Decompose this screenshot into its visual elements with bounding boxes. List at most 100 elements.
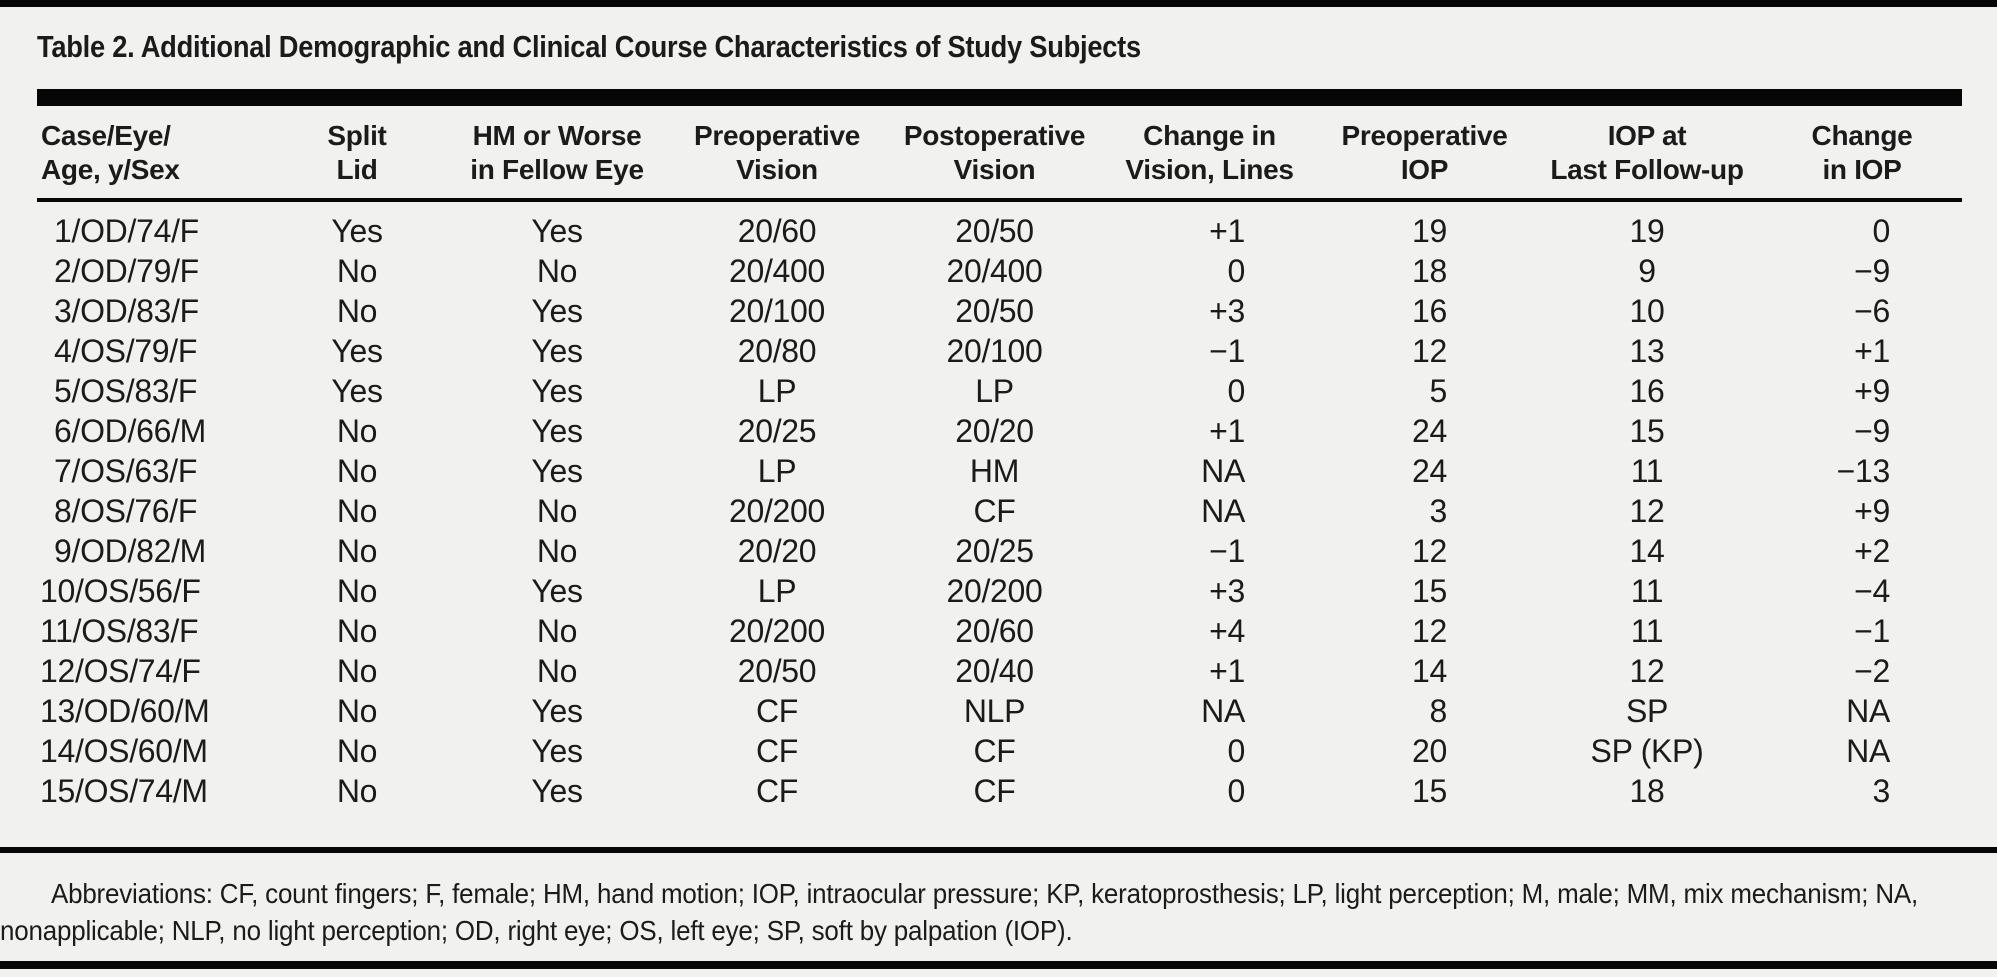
cell-change-in-iop: −9 xyxy=(1854,253,1890,289)
table-footnote: Abbreviations: CF, count fingers; F, fem… xyxy=(0,878,1919,946)
cell-case-eye-age-sex: 10/OS/56/F xyxy=(40,573,201,609)
cell-preoperative-vision: 20/400 xyxy=(728,253,826,289)
cell-split-lid: No xyxy=(336,413,378,449)
cell-postoperative-vision: CF xyxy=(973,733,1016,769)
cell-iop-at-last-follow-up: 13 xyxy=(1629,333,1665,369)
cell-change-in-vision-lines: NA xyxy=(1201,493,1245,529)
column-header-change-in-iop: Change in IOP xyxy=(1762,97,1962,202)
cell-postoperative-vision: 20/400 xyxy=(946,253,1043,289)
data-table: Case/Eye/ Age, y/Sex Split Lid HM or Worse… xyxy=(37,89,1962,811)
table-row: 10/OS/56/F No Yes LP 20/200 +3 15 11 −4 xyxy=(37,571,1962,611)
column-header-split-lid: Split Lid xyxy=(267,97,447,202)
cell-hm-or-worse-fellow-eye: Yes xyxy=(531,213,583,249)
cell-iop-at-last-follow-up: 9 xyxy=(1638,253,1656,289)
cell-split-lid: No xyxy=(336,293,378,329)
column-header-iop-at-last-follow-up: IOP at Last Follow-up xyxy=(1532,97,1762,202)
cell-preoperative-iop: 18 xyxy=(1412,253,1447,289)
cell-preoperative-iop: 15 xyxy=(1412,773,1447,809)
top-rule xyxy=(0,0,1997,7)
cell-postoperative-vision: 20/25 xyxy=(955,533,1034,569)
bottom-rule xyxy=(0,961,1997,969)
cell-preoperative-vision: 20/60 xyxy=(737,213,817,249)
cell-case-eye-age-sex: 13/OD/60/M xyxy=(40,693,210,729)
cell-preoperative-iop: 12 xyxy=(1412,533,1447,569)
cell-split-lid: No xyxy=(336,693,378,729)
table-row: 6/OD/66/M No Yes 20/25 20/20 +1 24 15 −9 xyxy=(37,411,1962,451)
cell-change-in-iop: NA xyxy=(1846,733,1890,769)
cell-postoperative-vision: LP xyxy=(975,373,1014,409)
cell-preoperative-vision: CF xyxy=(755,733,799,769)
table-title: Table 2. Additional Demographic and Clin… xyxy=(37,29,1141,64)
table-row: 11/OS/83/F No No 20/200 20/60 +4 12 11 −1 xyxy=(37,611,1962,651)
column-header-postoperative-vision: Postoperative Vision xyxy=(887,97,1102,202)
cell-case-eye-age-sex: 8/OS/76/F xyxy=(54,493,198,529)
cell-case-eye-age-sex: 7/OS/63/F xyxy=(54,453,198,489)
cell-preoperative-vision: LP xyxy=(757,573,797,609)
table-row: 4/OS/79/F Yes Yes 20/80 20/100 −1 12 13 +1 xyxy=(37,331,1962,371)
cell-change-in-vision-lines: −1 xyxy=(1209,533,1245,569)
cell-split-lid: No xyxy=(336,773,378,809)
cell-iop-at-last-follow-up: 16 xyxy=(1629,373,1665,409)
table-row: 9/OD/82/M No No 20/20 20/25 −1 12 14 +2 xyxy=(37,531,1962,571)
cell-split-lid: No xyxy=(336,613,378,649)
cell-postoperative-vision: CF xyxy=(973,773,1016,809)
table-row: 14/OS/60/M No Yes CF CF 0 20 SP (KP) NA xyxy=(37,731,1962,771)
cell-iop-at-last-follow-up: 12 xyxy=(1629,493,1665,529)
cell-preoperative-iop: 8 xyxy=(1429,693,1448,729)
cell-hm-or-worse-fellow-eye: Yes xyxy=(531,293,583,329)
cell-change-in-iop: −6 xyxy=(1854,293,1890,329)
cell-split-lid: Yes xyxy=(331,333,383,369)
cell-postoperative-vision: 20/40 xyxy=(955,653,1034,689)
cell-change-in-iop: −2 xyxy=(1854,653,1890,689)
header-row: Case/Eye/ Age, y/Sex Split Lid HM or Worse… xyxy=(37,97,1962,202)
cell-hm-or-worse-fellow-eye: Yes xyxy=(531,373,583,409)
cell-preoperative-vision: 20/100 xyxy=(728,293,826,329)
table-row: 13/OD/60/M No Yes CF NLP NA 8 SP NA xyxy=(37,691,1962,731)
cell-change-in-iop: 0 xyxy=(1872,213,1891,249)
cell-preoperative-iop: 12 xyxy=(1412,333,1447,369)
cell-change-in-vision-lines: +1 xyxy=(1209,653,1245,689)
cell-case-eye-age-sex: 9/OD/82/M xyxy=(54,533,207,569)
column-header-case-eye-age-sex: Case/Eye/ Age, y/Sex xyxy=(37,97,267,202)
cell-hm-or-worse-fellow-eye: No xyxy=(536,533,578,569)
cell-change-in-vision-lines: +1 xyxy=(1209,413,1245,449)
cell-hm-or-worse-fellow-eye: No xyxy=(536,493,578,529)
cell-change-in-iop: +9 xyxy=(1854,493,1890,529)
cell-iop-at-last-follow-up: 11 xyxy=(1630,453,1664,489)
cell-hm-or-worse-fellow-eye: Yes xyxy=(531,573,583,609)
cell-preoperative-vision: CF xyxy=(755,693,799,729)
table-row: 1/OD/74/F Yes Yes 20/60 20/50 +1 19 19 0 xyxy=(37,200,1962,251)
cell-change-in-iop: −9 xyxy=(1854,413,1890,449)
cell-hm-or-worse-fellow-eye: No xyxy=(536,253,578,289)
table-row: 15/OS/74/M No Yes CF CF 0 15 18 3 xyxy=(37,771,1962,811)
cell-change-in-iop: NA xyxy=(1846,693,1890,729)
cell-change-in-vision-lines: +3 xyxy=(1209,293,1245,329)
cell-case-eye-age-sex: 6/OD/66/M xyxy=(54,413,207,449)
cell-preoperative-iop: 16 xyxy=(1412,293,1447,329)
cell-postoperative-vision: NLP xyxy=(963,693,1026,729)
cell-hm-or-worse-fellow-eye: Yes xyxy=(531,773,583,809)
cell-case-eye-age-sex: 2/OD/79/F xyxy=(54,253,199,289)
column-header-change-in-vision-lines: Change in Vision, Lines xyxy=(1102,97,1317,202)
cell-preoperative-iop: 12 xyxy=(1412,613,1447,649)
cell-case-eye-age-sex: 12/OS/74/F xyxy=(40,653,201,689)
column-header-hm-or-worse-fellow-eye: HM or Worse in Fellow Eye xyxy=(447,97,667,202)
cell-change-in-vision-lines: NA xyxy=(1201,453,1245,489)
cell-change-in-vision-lines: +4 xyxy=(1209,613,1245,649)
cell-hm-or-worse-fellow-eye: No xyxy=(536,613,578,649)
cell-split-lid: No xyxy=(336,533,378,569)
cell-case-eye-age-sex: 3/OD/83/F xyxy=(54,293,199,329)
table-body: 1/OD/74/F Yes Yes 20/60 20/50 +1 19 19 0 2/OD/79/… xyxy=(37,200,1962,811)
cell-split-lid: No xyxy=(336,733,378,769)
cell-postoperative-vision: HM xyxy=(969,453,1020,489)
footnote-divider-rule xyxy=(0,847,1997,853)
table-row: 7/OS/63/F No Yes LP HM NA 24 11 −13 xyxy=(37,451,1962,491)
cell-hm-or-worse-fellow-eye: No xyxy=(536,653,578,689)
cell-iop-at-last-follow-up: 18 xyxy=(1629,773,1665,809)
cell-change-in-vision-lines: 0 xyxy=(1227,253,1246,289)
cell-preoperative-iop: 3 xyxy=(1429,493,1448,529)
cell-iop-at-last-follow-up: 14 xyxy=(1629,533,1665,569)
cell-preoperative-iop: 19 xyxy=(1412,213,1447,249)
cell-postoperative-vision: 20/20 xyxy=(955,413,1034,449)
